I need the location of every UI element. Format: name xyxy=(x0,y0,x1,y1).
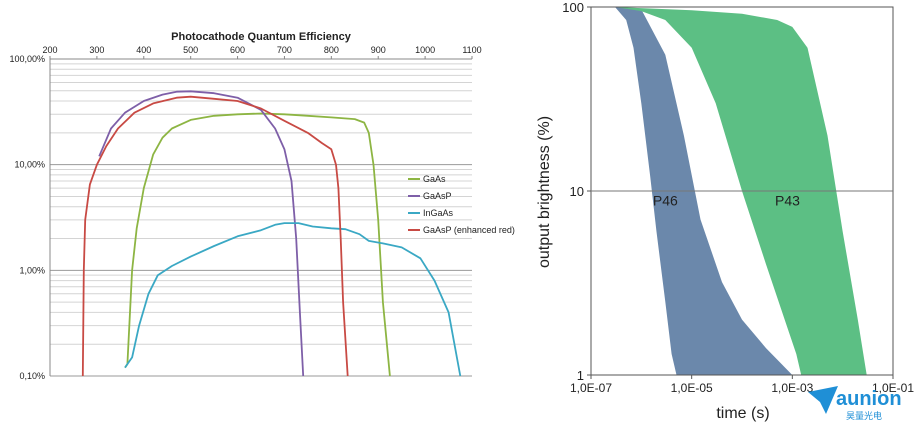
x-tick-label: 800 xyxy=(324,45,339,55)
series-line-gaas xyxy=(124,112,391,377)
x-tick-label: 300 xyxy=(89,45,104,55)
x-tick-label: 1,0E-01 xyxy=(872,381,914,395)
axes: 1,0E-07 1,0E-05 1,0E-03 1,0E-01 1 10 100 xyxy=(562,0,914,395)
y-tick-label: 100 xyxy=(562,0,584,15)
logo-subtext: 昊量光电 xyxy=(846,410,882,422)
x-tick-label: 200 xyxy=(42,45,57,55)
phosphor-decay-chart: 1,0E-07 1,0E-05 1,0E-03 1,0E-01 1 10 100 time … xyxy=(536,0,914,422)
x-axis-label: time (s) xyxy=(716,405,769,422)
y-tick-label: 0,10% xyxy=(19,371,45,381)
logo-text: aunion xyxy=(836,388,902,410)
grid xyxy=(50,58,472,377)
axes: 200 300 400 500 600 700 800 900 1000 1100 0,10% 1,0… xyxy=(9,45,481,381)
series-line-ingaas xyxy=(124,222,462,377)
y-axis-label: output brightness (%) xyxy=(536,116,553,268)
series-label: P43 xyxy=(775,193,800,209)
y-tick-label: 10 xyxy=(570,184,584,199)
y-tick-label: 100,00% xyxy=(9,54,45,64)
series-lines xyxy=(81,90,462,377)
x-tick-label: 1000 xyxy=(415,45,435,55)
series-area-p43 xyxy=(615,7,867,375)
series-areas xyxy=(615,7,867,375)
x-tick-label: 500 xyxy=(183,45,198,55)
x-tick-label: 700 xyxy=(277,45,292,55)
brand-logo: aunion 昊量光电 xyxy=(808,386,902,422)
x-tick-label: 400 xyxy=(136,45,151,55)
series-labels: P46 P43 xyxy=(653,193,800,209)
series-label: P46 xyxy=(653,193,678,209)
x-tick-label: 1,0E-05 xyxy=(671,381,713,395)
series-line-gaasp xyxy=(98,90,305,377)
legend-label: GaAs xyxy=(423,174,446,184)
y-tick-label: 10,00% xyxy=(14,160,45,170)
logo-mark-icon xyxy=(808,386,838,414)
series-area-p46 xyxy=(615,7,793,375)
x-tick-label: 900 xyxy=(371,45,386,55)
y-tick-label: 1 xyxy=(577,368,584,383)
chart-title: Photocathode Quantum Efficiency xyxy=(171,31,352,43)
legend-label: GaAsP xyxy=(423,191,452,201)
legend: GaAs GaAsP InGaAs GaAsP (enhanced red) xyxy=(408,174,515,235)
legend-label: GaAsP (enhanced red) xyxy=(423,225,515,235)
x-tick-label: 600 xyxy=(230,45,245,55)
x-tick-label: 1,0E-07 xyxy=(570,381,612,395)
y-tick-label: 1,00% xyxy=(19,265,45,275)
series-line-gaasp-enhanced-red- xyxy=(81,95,349,377)
x-tick-label: 1,0E-03 xyxy=(771,381,813,395)
legend-label: InGaAs xyxy=(423,208,454,218)
quantum-efficiency-chart: Photocathode Quantum Efficiency 200 300 40… xyxy=(9,31,514,381)
x-tick-label: 1100 xyxy=(462,45,481,55)
